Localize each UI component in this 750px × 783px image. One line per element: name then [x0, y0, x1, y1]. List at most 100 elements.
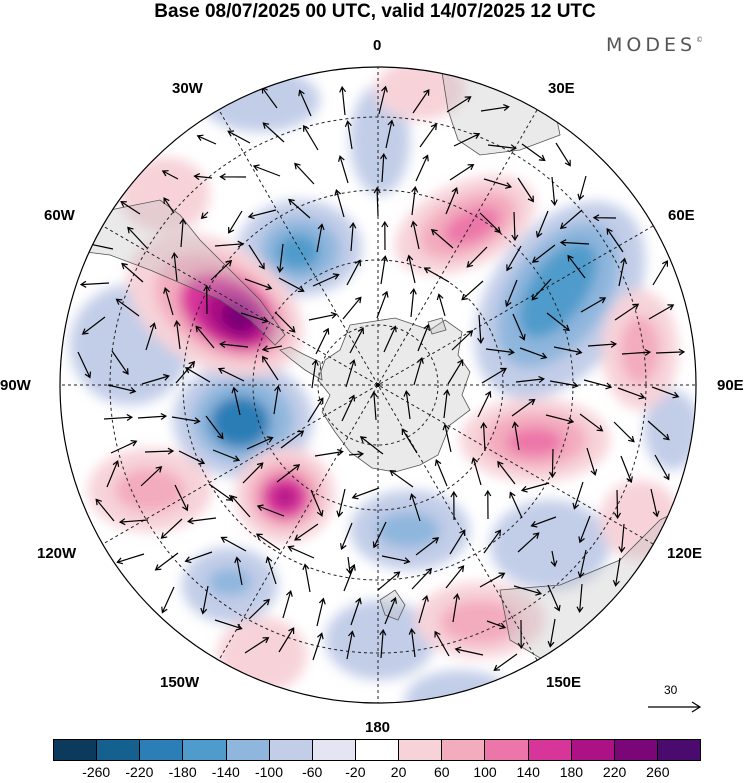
wind-vector-arrow — [576, 583, 584, 614]
wind-vector-arrow — [381, 555, 411, 565]
wind-vector-arrow — [380, 152, 388, 183]
wind-vector-arrow — [577, 549, 587, 579]
wind-vector-arrow — [446, 96, 472, 113]
wind-vector-arrow — [406, 254, 416, 284]
colorbar-tick-labels: -260 -220 -180 -140 -100 -60 -20 20 60 100 140 180 2… — [0, 764, 750, 782]
wind-vector-arrow — [344, 120, 353, 150]
map-boundary — [59, 66, 697, 704]
wind-vector-arrow — [210, 259, 233, 281]
colorbar-tick-label: 100 — [473, 764, 497, 780]
wind-vector-arrow — [184, 551, 213, 564]
anomaly-blob — [507, 428, 563, 456]
wind-vector-arrow — [278, 627, 295, 653]
longitude-label-120e: 120E — [667, 545, 703, 562]
wind-vector-arrow — [200, 585, 209, 615]
wind-vector-arrow — [550, 550, 558, 568]
colorbar-bin — [225, 740, 269, 760]
wind-vector-arrow — [103, 413, 134, 421]
wind-vector-arrow — [547, 584, 561, 612]
wind-vector-arrow — [493, 653, 518, 671]
wind-vector-arrow — [276, 464, 301, 483]
wind-vector-arrow — [351, 487, 380, 500]
polar-stereographic-map — [59, 66, 702, 713]
wind-vector-arrow — [445, 187, 459, 215]
wind-vector-arrow — [480, 104, 510, 112]
wind-vector-arrow — [311, 359, 319, 389]
colorbar-tick-label: -180 — [168, 764, 197, 780]
wind-vector-arrow — [451, 329, 474, 351]
colorbar-tick-label: -20 — [345, 764, 366, 780]
wind-vector-arrow — [559, 209, 583, 230]
wind-vector-arrow — [652, 260, 668, 286]
wind-vector-arrow — [477, 314, 485, 345]
wind-vector-arrow — [372, 521, 387, 549]
wind-vector-arrow — [137, 412, 168, 420]
wind-vector-arrow — [370, 390, 378, 421]
anomaly-blob — [210, 396, 270, 448]
colorbar-bin — [570, 740, 614, 760]
wind-vector-arrow — [477, 390, 492, 418]
anomaly-blob — [276, 234, 320, 270]
wind-vector-arrow — [647, 420, 670, 441]
wind-vector-arrow — [612, 557, 621, 587]
wind-vector-arrow — [307, 397, 324, 423]
wind-vector-arrow — [546, 312, 570, 332]
wind-vector-arrow — [485, 348, 515, 356]
longitude-label-150w: 150W — [160, 674, 200, 691]
wind-vector-arrow — [409, 287, 417, 318]
wind-vector-arrow — [302, 563, 311, 593]
wind-vector-arrow — [520, 482, 550, 493]
wind-vector-arrow — [345, 359, 357, 388]
wind-vector-arrow — [471, 456, 482, 486]
wind-vector-arrow — [247, 209, 277, 220]
wind-vector-arrow — [555, 142, 571, 167]
wind-vector-arrow — [415, 154, 429, 182]
reference-vector-head — [691, 701, 702, 713]
wind-vector-arrow — [517, 177, 534, 203]
wind-vector-arrow — [453, 132, 481, 147]
wind-vector-arrow — [497, 460, 516, 485]
wind-vector-arrow — [342, 296, 362, 320]
wind-vector-arrow — [621, 348, 652, 356]
wind-vector-arrow — [620, 455, 633, 484]
wind-vector-arrow — [443, 389, 451, 419]
longitude-label-30e: 30E — [548, 80, 575, 97]
wind-vector-arrow — [106, 460, 120, 488]
colorbar-bin — [182, 740, 226, 760]
wind-vector-arrow — [230, 495, 251, 518]
wind-vector-arrow — [449, 529, 466, 555]
wind-vector-arrow — [442, 423, 452, 453]
wind-vector-arrow — [484, 489, 492, 520]
anomaly-blob — [620, 316, 660, 384]
colorbar-bin — [96, 740, 140, 760]
wind-vector-arrow — [617, 387, 646, 400]
wind-vector-arrow — [654, 454, 670, 481]
anomaly-blob — [440, 600, 520, 644]
wind-vector-arrow — [141, 373, 170, 385]
wind-vector-arrow — [449, 163, 475, 181]
wind-vector-arrow — [338, 155, 349, 184]
wind-vector-arrow — [174, 484, 189, 512]
wind-vector-arrow — [384, 596, 397, 625]
wind-vector-arrow — [336, 488, 346, 518]
wind-vector-arrow — [385, 119, 395, 149]
wind-vector-arrow — [145, 322, 157, 351]
wind-vector-arrow — [81, 316, 106, 335]
wind-vector-arrow — [509, 491, 523, 519]
colorbar-tick-label: -220 — [125, 764, 154, 780]
wind-vector-arrow — [219, 173, 247, 181]
wind-vector-arrow — [401, 428, 418, 454]
wind-vector-arrow — [308, 311, 338, 321]
wind-vector-arrow — [288, 198, 311, 219]
meridian-60e-120w — [102, 225, 654, 545]
colorbar-tick-label: 260 — [646, 764, 670, 780]
colorbar-bin — [527, 740, 571, 760]
colorbar-tick-label: -140 — [211, 764, 240, 780]
wind-vector-arrow — [312, 273, 340, 287]
wind-vector-arrow — [418, 594, 429, 624]
wind-vector-arrow — [212, 449, 241, 462]
wind-vector-arrow — [583, 379, 613, 390]
wind-vector-arrow — [531, 244, 556, 263]
colorbar-tick-label: -260 — [82, 764, 111, 780]
wind-vector-arrow — [144, 447, 175, 455]
